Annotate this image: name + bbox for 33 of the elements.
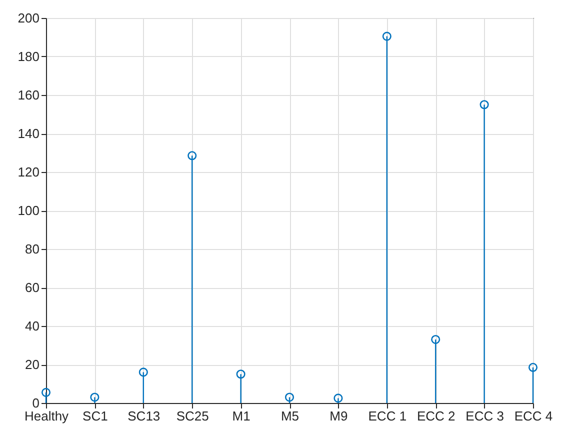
y-tick-label: 140 <box>18 126 40 141</box>
y-tick-label: 20 <box>25 357 40 372</box>
x-tick-label: ECC 2 <box>416 408 456 424</box>
point <box>480 100 489 110</box>
point <box>334 394 343 403</box>
point <box>138 368 148 377</box>
y-tick-label: 0 <box>32 396 40 410</box>
point <box>236 370 246 379</box>
point <box>41 388 51 397</box>
y-tick-label: 100 <box>18 203 40 218</box>
y-tick-label: 120 <box>18 164 40 180</box>
x-tick-label: SC1 <box>82 408 108 424</box>
x-tick-label: SC13 <box>128 408 160 424</box>
x-tick-label: M1 <box>232 408 250 424</box>
y-tick-label: 60 <box>25 280 40 295</box>
x-tick-label: SC25 <box>176 408 209 424</box>
x-tick-label: M5 <box>280 408 300 424</box>
y-tick-label: 80 <box>25 242 40 256</box>
point <box>382 32 392 41</box>
y-tick-label: 200 <box>18 10 40 26</box>
x-tick-label: M9 <box>330 408 348 424</box>
point <box>431 334 440 344</box>
point <box>284 392 294 402</box>
y-tick-label: 40 <box>25 318 40 334</box>
point <box>188 151 197 160</box>
x-tick-label: ECC 1 <box>368 408 407 424</box>
x-tick-label: Healthy <box>24 408 70 424</box>
point <box>90 392 100 402</box>
x-tick-label: ECC 4 <box>514 408 553 424</box>
y-tick-label: 180 <box>18 49 40 64</box>
point <box>528 362 538 372</box>
y-tick-label: 160 <box>18 88 40 102</box>
x-tick-label: ECC 3 <box>466 408 504 424</box>
